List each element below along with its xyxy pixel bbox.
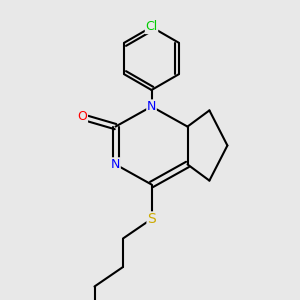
Text: Cl: Cl (146, 20, 158, 34)
Text: S: S (147, 212, 156, 226)
Text: N: N (111, 158, 120, 171)
Text: O: O (78, 110, 87, 124)
Text: N: N (147, 100, 156, 113)
